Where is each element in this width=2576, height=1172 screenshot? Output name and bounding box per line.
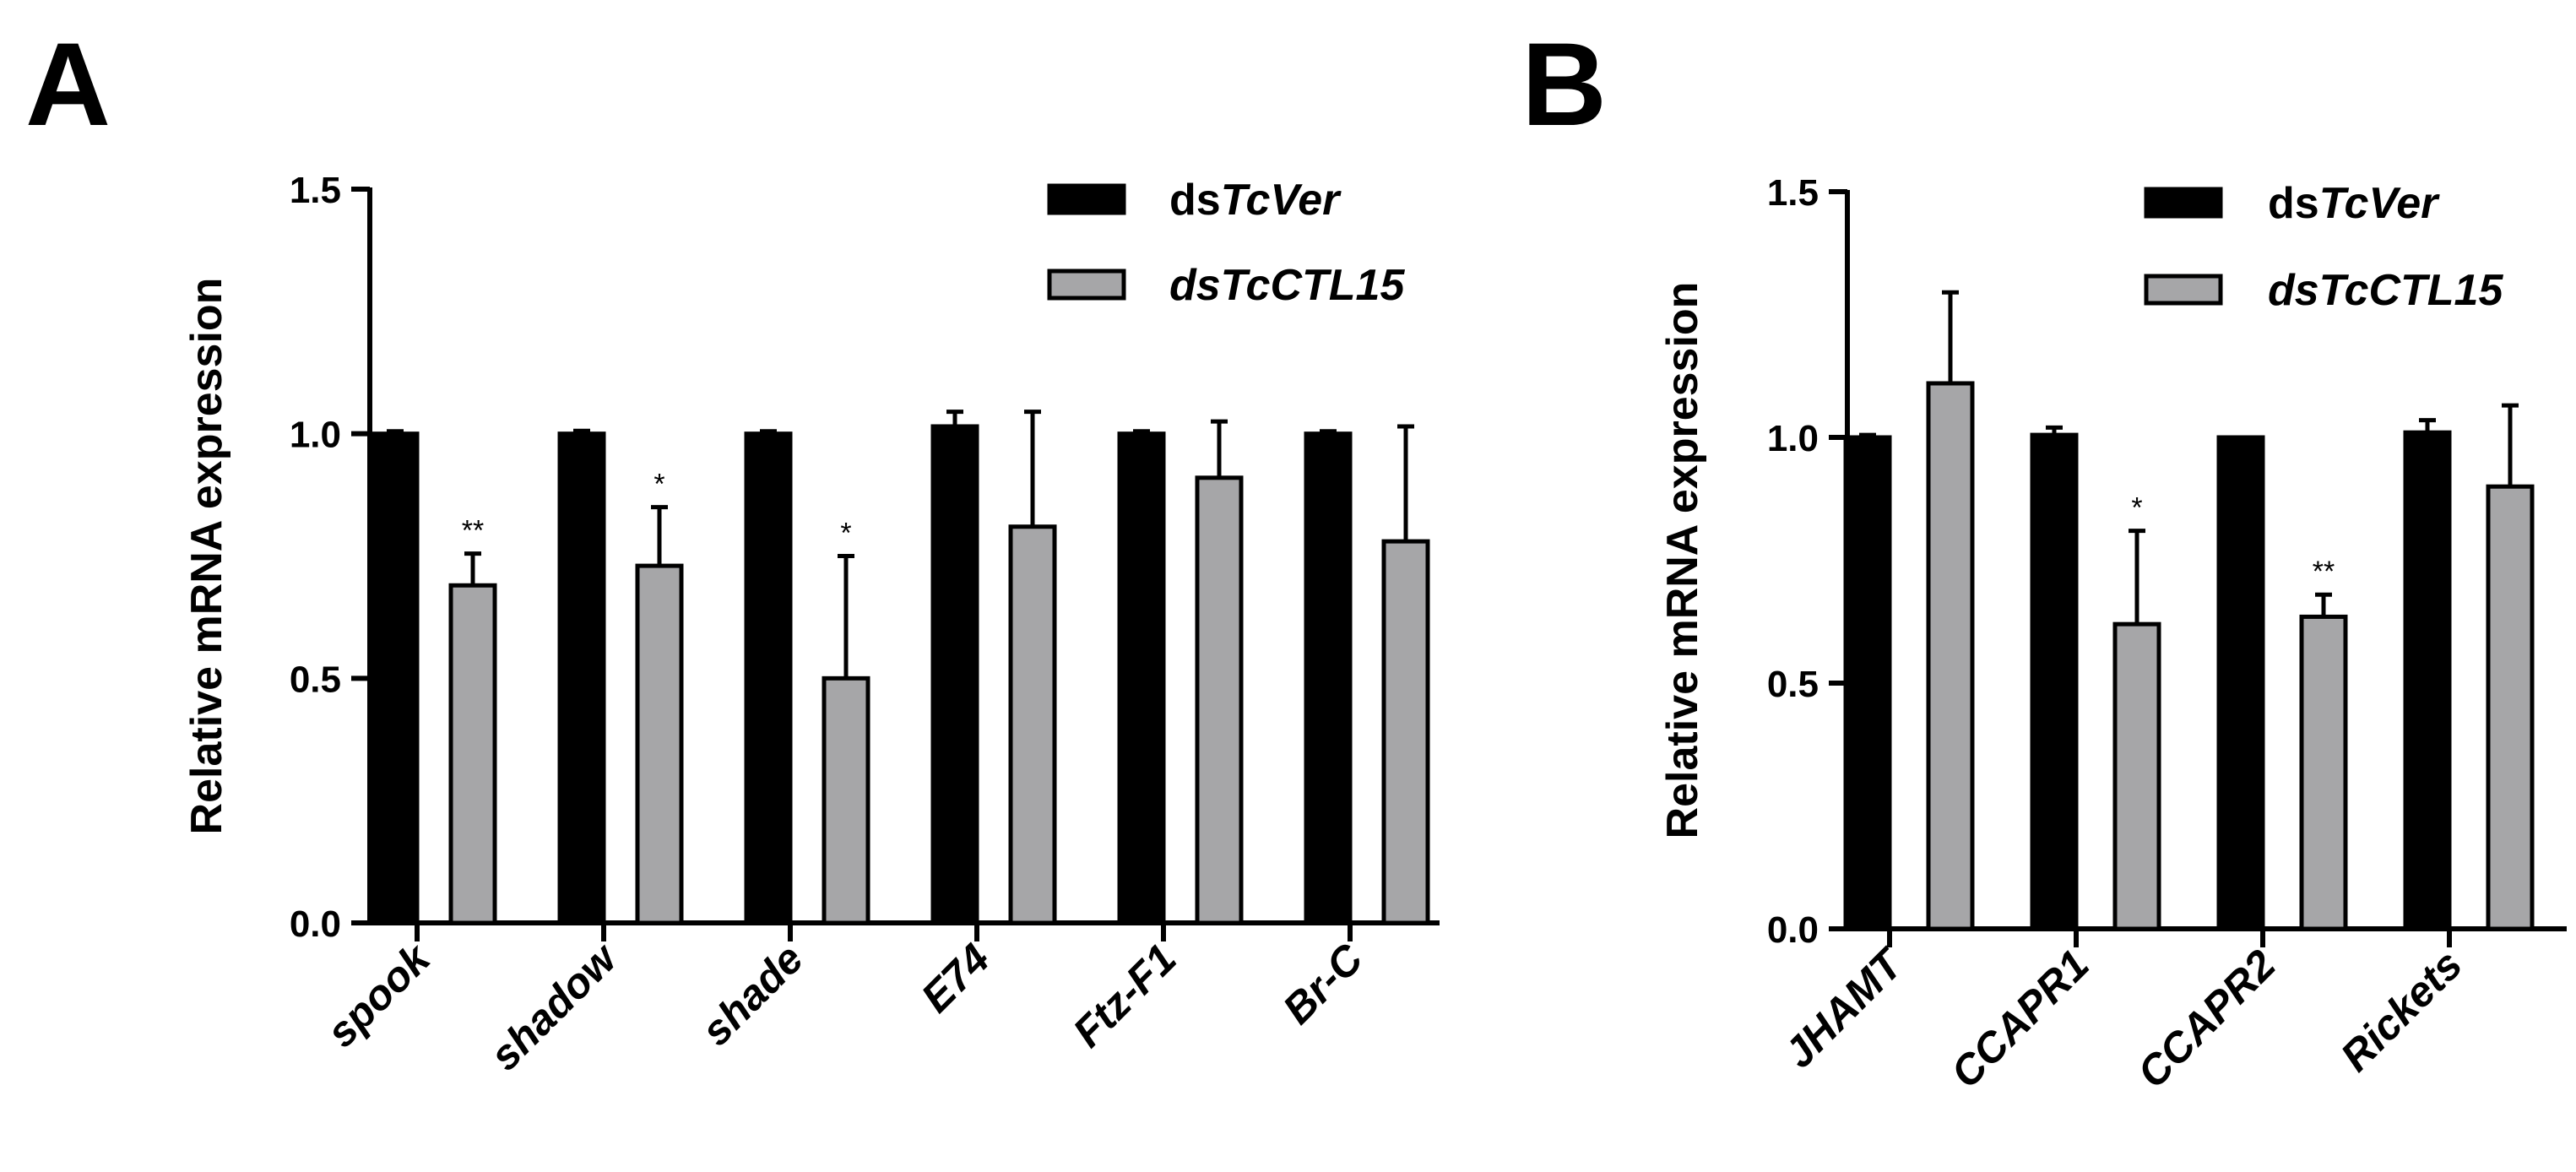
legend: dsTcVer dsTcCTL15 (2144, 179, 2503, 315)
bar-dstcctl15 (1381, 539, 1430, 925)
category-group (930, 410, 1057, 925)
x-tick-label: JHAMT (1775, 938, 1914, 1077)
bar-dstcctl15 (2299, 614, 2348, 931)
x-tick-label: shade (692, 935, 812, 1055)
legend-label: dsTcVer (1169, 176, 1342, 225)
significance-marker: ** (2313, 556, 2335, 588)
bar-dstcctl15 (635, 563, 684, 925)
legend-label: dsTcCTL15 (2268, 266, 2503, 315)
significance-marker: * (653, 469, 664, 501)
legend-swatch-dstcctl15 (1047, 269, 1126, 301)
category-group: ** (2216, 435, 2348, 931)
bar-dstcver (2030, 432, 2079, 931)
category-group: * (744, 429, 870, 925)
category-group: * (2030, 425, 2161, 931)
y-tick-label: 0.5 (1767, 664, 1819, 705)
y-axis-label: Relative mRNA expression (182, 278, 231, 835)
legend-swatch-dstcver (2144, 187, 2223, 219)
y-tick-label: 0.0 (1767, 909, 1819, 951)
panel-letter: B (1521, 18, 1607, 150)
bar-dstcver (1304, 431, 1353, 925)
chart-panel-b: B 0.0 0.5 1.0 1.5 Relative mRNA expression JHA… (1521, 18, 2567, 1097)
x-tick-label: E74 (912, 935, 999, 1022)
y-tick-label: 1.5 (290, 170, 341, 211)
legend-label: dsTcVer (2268, 179, 2440, 228)
bar-dstcver (371, 431, 420, 925)
bar-dstcctl15 (1926, 381, 1975, 931)
bar-dstcctl15 (1195, 475, 1244, 925)
bar-dstcctl15 (448, 583, 497, 925)
y-axis-label: Relative mRNA expression (1658, 282, 1707, 839)
x-tick-label: Br-C (1274, 935, 1373, 1034)
legend-swatch-dstcver (1047, 183, 1126, 215)
y-tick-label: 0.5 (290, 659, 341, 700)
category-group: * (557, 428, 684, 925)
category-group (1843, 290, 1975, 931)
y-tick-label: 0.0 (290, 903, 341, 945)
significance-marker: * (2131, 492, 2142, 524)
x-tick-label: CCAPR2 (2129, 941, 2285, 1097)
significance-marker: * (840, 518, 851, 550)
bar-dstcctl15 (2486, 484, 2535, 931)
category-group (2403, 403, 2535, 931)
panel-letter: A (25, 18, 111, 150)
legend-label: dsTcCTL15 (1169, 261, 1405, 310)
category-group: ** (371, 429, 497, 925)
bar-dstcctl15 (1008, 524, 1057, 925)
bar-dstcver (557, 431, 606, 925)
category-group (1117, 419, 1244, 925)
bar-dstcver (2403, 430, 2452, 931)
x-tick-label: Rickets (2331, 941, 2470, 1080)
x-tick-label: shadow (481, 933, 627, 1079)
legend-swatch-dstcctl15 (2144, 274, 2223, 306)
y-tick-label: 1.5 (1767, 172, 1819, 214)
bar-dstcver (930, 424, 979, 925)
x-tick-label: Ftz-F1 (1064, 935, 1185, 1056)
bar-dstcver (2216, 435, 2265, 931)
bar-dstcver (744, 431, 793, 925)
y-tick-label: 1.0 (1767, 418, 1819, 459)
bar-dstcctl15 (2112, 621, 2161, 931)
bar-dstcver (1117, 431, 1166, 925)
y-tick-label: 1.0 (290, 415, 341, 456)
bar-dstcver (1843, 435, 1892, 931)
category-group (1304, 424, 1430, 925)
bar-dstcctl15 (822, 676, 870, 925)
legend: dsTcVer dsTcCTL15 (1047, 176, 1405, 310)
significance-marker: ** (462, 515, 484, 547)
x-tick-label: CCAPR1 (1942, 941, 2098, 1097)
x-tick-label: spook (317, 934, 440, 1056)
